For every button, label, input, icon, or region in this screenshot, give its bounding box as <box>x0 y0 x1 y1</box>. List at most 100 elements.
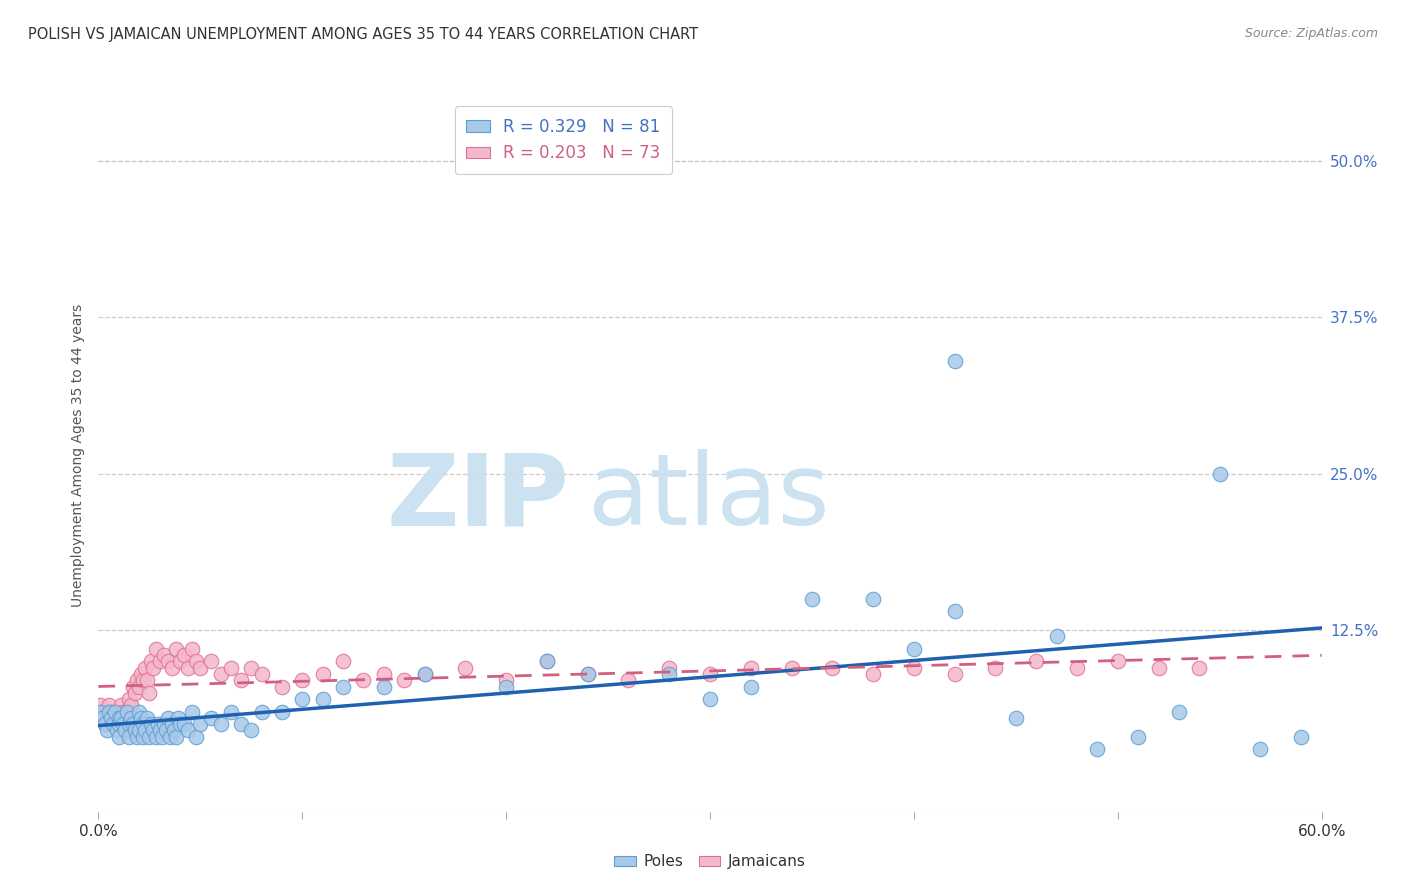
Point <box>821 661 844 675</box>
Point <box>96 723 118 738</box>
Point <box>200 655 222 669</box>
Point <box>536 655 558 669</box>
Point <box>658 661 681 675</box>
Point <box>110 711 132 725</box>
Point <box>801 591 824 606</box>
Point <box>1209 467 1232 481</box>
Point <box>141 717 163 731</box>
Point <box>209 717 232 731</box>
Point <box>150 730 173 744</box>
Point <box>740 680 762 694</box>
Point <box>617 673 640 688</box>
Point <box>943 667 966 681</box>
Point <box>173 648 195 663</box>
Point <box>270 705 294 719</box>
Point <box>200 711 222 725</box>
Legend: Poles, Jamaicans: Poles, Jamaicans <box>609 848 811 875</box>
Point <box>984 661 1007 675</box>
Point <box>270 680 294 694</box>
Point <box>240 661 263 675</box>
Point <box>312 667 335 681</box>
Point <box>231 673 253 688</box>
Point <box>1025 655 1047 669</box>
Point <box>138 730 160 744</box>
Point <box>291 673 314 688</box>
Point <box>132 673 155 688</box>
Point <box>155 723 177 738</box>
Point <box>93 711 115 725</box>
Point <box>352 673 374 688</box>
Point <box>903 661 925 675</box>
Point <box>105 723 128 738</box>
Point <box>1085 742 1108 756</box>
Text: ZIP: ZIP <box>387 450 569 546</box>
Point <box>136 673 159 688</box>
Point <box>159 730 181 744</box>
Point <box>219 661 242 675</box>
Point <box>108 711 131 725</box>
Point <box>129 711 152 725</box>
Point <box>658 667 681 681</box>
Point <box>149 655 172 669</box>
Point <box>862 667 884 681</box>
Point <box>124 686 146 700</box>
Point <box>903 642 925 657</box>
Point <box>91 705 114 719</box>
Point <box>373 667 395 681</box>
Point <box>118 717 141 731</box>
Point <box>165 730 187 744</box>
Point <box>862 591 884 606</box>
Point <box>177 723 200 738</box>
Point <box>173 717 195 731</box>
Point <box>156 655 179 669</box>
Point <box>576 667 599 681</box>
Point <box>1107 655 1129 669</box>
Point <box>111 705 134 719</box>
Point <box>156 711 179 725</box>
Text: POLISH VS JAMAICAN UNEMPLOYMENT AMONG AGES 35 TO 44 YEARS CORRELATION CHART: POLISH VS JAMAICAN UNEMPLOYMENT AMONG AG… <box>28 27 699 42</box>
Point <box>101 711 124 725</box>
Text: atlas: atlas <box>588 450 830 546</box>
Point <box>114 711 136 725</box>
Point <box>91 711 114 725</box>
Point <box>332 655 354 669</box>
Point <box>120 711 142 725</box>
Point <box>312 692 335 706</box>
Point <box>136 711 159 725</box>
Point <box>124 723 146 738</box>
Point <box>142 723 165 738</box>
Point <box>373 680 395 694</box>
Point <box>118 730 141 744</box>
Point <box>96 717 118 731</box>
Point <box>110 698 132 713</box>
Point <box>160 661 183 675</box>
Point <box>177 661 200 675</box>
Point <box>149 723 172 738</box>
Point <box>141 655 163 669</box>
Point <box>134 723 156 738</box>
Point <box>165 642 187 657</box>
Point <box>240 723 263 738</box>
Point <box>105 717 128 731</box>
Point <box>943 604 966 618</box>
Point <box>115 705 138 719</box>
Point <box>134 661 156 675</box>
Point <box>108 730 131 744</box>
Point <box>138 686 160 700</box>
Point <box>392 673 416 688</box>
Point <box>167 711 190 725</box>
Point <box>1188 661 1211 675</box>
Point <box>1128 730 1150 744</box>
Text: Source: ZipAtlas.com: Source: ZipAtlas.com <box>1244 27 1378 40</box>
Point <box>1291 730 1313 744</box>
Point <box>943 354 966 368</box>
Point <box>231 717 253 731</box>
Point <box>132 717 155 731</box>
Point <box>128 723 150 738</box>
Point <box>115 705 138 719</box>
Point <box>291 692 314 706</box>
Point <box>89 698 111 713</box>
Point <box>163 723 186 738</box>
Point <box>160 717 183 731</box>
Point <box>1167 705 1189 719</box>
